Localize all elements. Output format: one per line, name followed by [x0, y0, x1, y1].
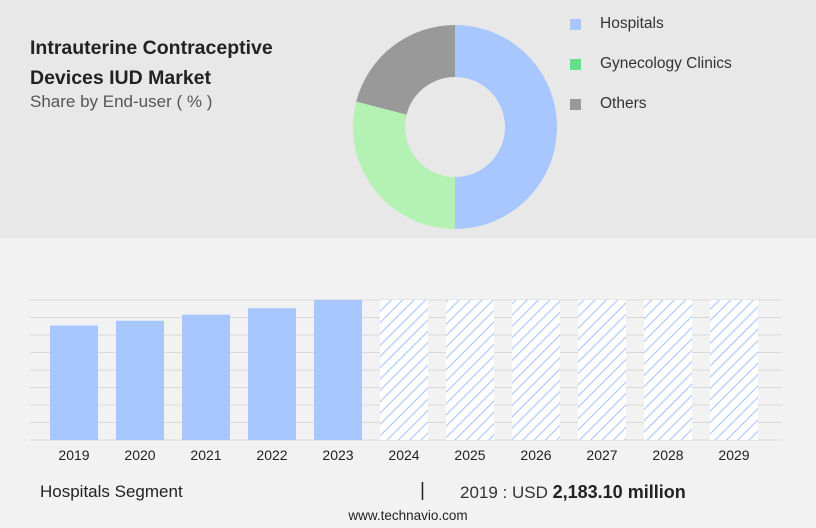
x-tick-label-2029: 2029 [718, 447, 749, 463]
segment-value-amount: 2,183.10 million [552, 482, 686, 502]
x-axis-tick-labels: 2019 2020 2021 2022 2023 2024 2025 2026 2027 2028… [58, 447, 749, 463]
chart-subtitle: Share by End-user ( % ) [30, 92, 213, 111]
x-tick-label-2027: 2027 [586, 447, 617, 463]
legend-swatch-hospitals [570, 19, 581, 30]
x-tick-label-2022: 2022 [256, 447, 287, 463]
bar-2025 [446, 300, 494, 440]
chart-title: Intrauterine Contraceptive Devices IUD M… [30, 37, 273, 89]
bar-2027 [578, 300, 626, 440]
x-tick-label-2020: 2020 [124, 447, 155, 463]
bar-2022 [248, 308, 296, 440]
x-tick-label-2023: 2023 [322, 447, 353, 463]
x-tick-label-2026: 2026 [520, 447, 551, 463]
bar-2019 [50, 325, 98, 440]
bar-2024 [380, 300, 428, 440]
legend-swatch-others [570, 99, 581, 110]
legend-label-hospitals: Hospitals [600, 15, 664, 32]
x-tick-label-2028: 2028 [652, 447, 683, 463]
bars [50, 300, 758, 440]
bar-2026 [512, 300, 560, 440]
donut-slice-others [356, 25, 455, 115]
donut-slice-gynecology-clinics [353, 101, 455, 229]
x-tick-label-2024: 2024 [388, 447, 419, 463]
donut-chart [353, 25, 557, 229]
footer-separator: | [420, 480, 425, 501]
legend-label-gynecology-clinics: Gynecology Clinics [600, 55, 732, 72]
segment-value: 2019 : USD 2,183.10 million [460, 482, 686, 503]
legend-label-others: Others [600, 95, 647, 112]
source-url: www.technavio.com [348, 508, 468, 523]
segment-year-label: 2019 : USD [460, 483, 548, 502]
x-tick-label-2025: 2025 [454, 447, 485, 463]
x-tick-label-2021: 2021 [190, 447, 221, 463]
bar-2028 [644, 300, 692, 440]
bar-2020 [116, 320, 164, 440]
bar-chart: 2019 2020 2021 2022 2023 2024 2025 2026 2027 2028… [30, 299, 782, 463]
donut-slice-hospitals [455, 25, 557, 229]
segment-label: Hospitals Segment [40, 482, 183, 501]
legend-swatch-gynecology-clinics [570, 59, 581, 70]
bar-2029 [710, 300, 758, 440]
bar-2021 [182, 314, 230, 440]
x-tick-label-2019: 2019 [58, 447, 89, 463]
bar-2023 [314, 300, 362, 440]
